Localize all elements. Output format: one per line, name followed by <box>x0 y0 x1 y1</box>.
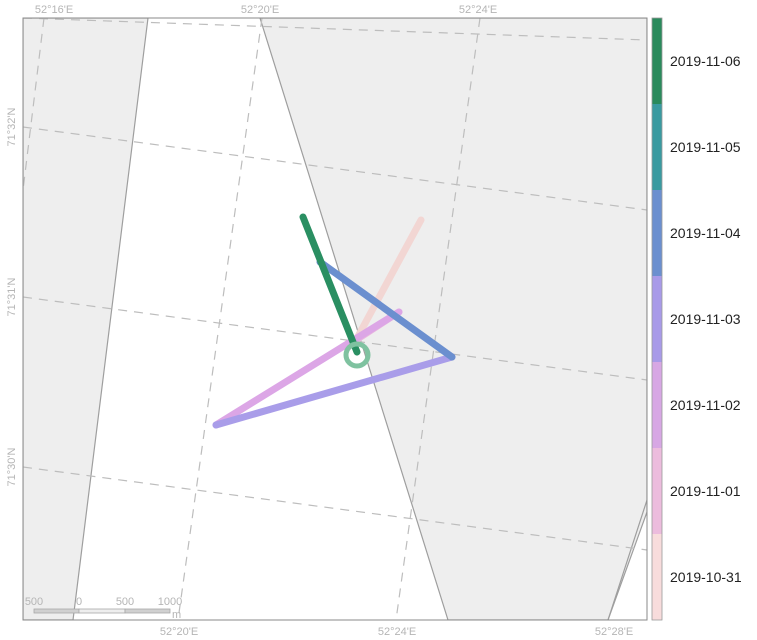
legend-label-2019-11-01: 2019-11-01 <box>670 483 741 499</box>
track-end-marker <box>343 341 371 369</box>
graticule-lat-1 <box>23 18 647 41</box>
lon-tick-bottom-1: 52°20'E <box>160 626 198 638</box>
track-segment-2019-11-02 <box>212 308 403 429</box>
scale-label-500: 500 <box>116 596 134 608</box>
legend-swatch-2019-11-01 <box>652 448 662 534</box>
lat-tick-left-1: 71°32'N <box>6 107 18 146</box>
legend-label-2019-11-02: 2019-11-02 <box>670 397 741 413</box>
legend-swatch-2019-10-31 <box>652 534 662 620</box>
map-panel-frame <box>22 17 648 621</box>
legend-label-2019-11-04: 2019-11-04 <box>670 225 741 241</box>
graticule-lon-1 <box>23 18 45 191</box>
lon-tick-bottom-3: 52°28'E <box>595 626 633 638</box>
graticule-lon-3 <box>395 18 481 620</box>
graticule-lon-2 <box>177 18 263 620</box>
lon-tick-top-3: 52°24'E <box>459 4 497 16</box>
legend-bar-frame <box>651 17 663 621</box>
scale-label-1000: 1000 <box>158 596 182 608</box>
scale-bar-segment-1 <box>33 608 80 614</box>
scale-unit: m <box>172 609 181 621</box>
legend-label-2019-11-03: 2019-11-03 <box>670 311 741 327</box>
lon-tick-top-1: 52°16'E <box>35 4 73 16</box>
lat-tick-left-3: 71°30'N <box>6 447 18 486</box>
graticule-lat-2 <box>23 126 647 211</box>
lat-tick-left-2: 71°31'N <box>6 277 18 316</box>
lon-tick-bottom-2: 52°24'E <box>378 626 416 638</box>
track-segment-2019-10-31 <box>352 216 425 344</box>
land-east <box>259 18 647 620</box>
legend-label-2019-11-05: 2019-11-05 <box>670 139 741 155</box>
track-segment-2019-11-03 <box>212 353 456 429</box>
coastline-southeast <box>607 499 647 620</box>
legend-swatch-2019-11-05 <box>652 104 662 190</box>
graticule-lat-4 <box>23 466 647 551</box>
track-segment-2019-11-06 <box>299 213 361 356</box>
track <box>212 213 456 429</box>
legend-swatch-2019-11-04 <box>652 190 662 276</box>
legend-swatch-2019-11-02 <box>652 362 662 448</box>
legend-swatch-2019-11-03 <box>652 276 662 362</box>
track-segment-2019-11-04 <box>316 258 456 361</box>
lon-tick-top-2: 52°20'E <box>241 4 279 16</box>
scale-label-500-left: 500 <box>25 596 43 608</box>
legend-label-2019-11-06: 2019-11-06 <box>670 53 741 69</box>
graticule-lat-3 <box>23 296 647 381</box>
scale-bar: 500 0 500 1000 m <box>25 596 182 621</box>
land-west <box>23 18 149 620</box>
legend-label-2019-10-31: 2019-10-31 <box>670 569 742 585</box>
legend: 2019-11-06 2019-11-05 2019-11-04 2019-11… <box>651 17 742 621</box>
legend-swatch-2019-11-06 <box>652 18 662 104</box>
scale-bar-segment-2 <box>78 608 126 614</box>
scale-label-0: 0 <box>76 596 82 608</box>
scale-bar-segment-3 <box>124 608 171 614</box>
map-layers <box>23 18 647 620</box>
